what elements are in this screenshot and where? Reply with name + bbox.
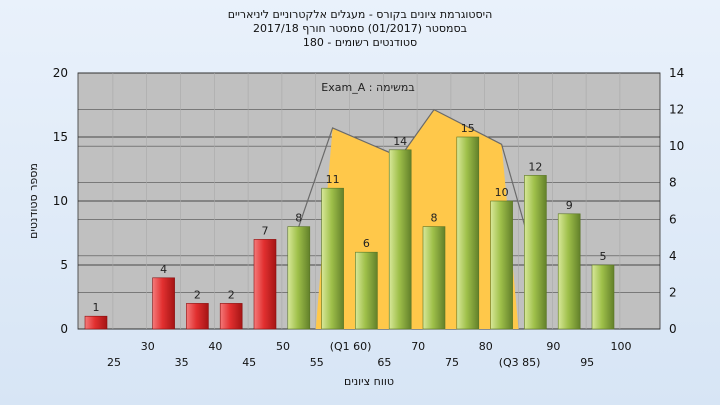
bar-value-label: 12	[528, 160, 542, 173]
bar-9	[388, 149, 412, 330]
bar-4	[219, 303, 243, 330]
bar-value-label: 7	[262, 224, 269, 237]
x-axis-title: טווח ציונים	[344, 375, 394, 388]
bar-8	[355, 251, 378, 330]
x-tick-label: 65	[377, 356, 391, 369]
x-tick-label: (Q3 85)	[499, 356, 541, 369]
bar-10	[422, 226, 446, 330]
bar-value-label: 4	[160, 263, 167, 276]
bar-value-label: 2	[228, 288, 235, 301]
x-tick-label: 30	[141, 340, 155, 353]
x-tick-label: 35	[175, 356, 189, 369]
right-y-axis: 0 2 4 6 8 10 12 14	[669, 66, 684, 336]
x-tick-label: 50	[276, 340, 290, 353]
bar-value-label: 9	[566, 199, 573, 212]
right-y-tick-label: 2	[669, 285, 677, 299]
x-axis: 25 30 35 40 45 50 55 (Q1 60) 65 70 75 80 (Q3 85) 90 95…	[107, 340, 632, 369]
right-y-tick-label: 14	[669, 66, 684, 80]
title-line-2: בסמסטר (01/2017) סמסטר חורף 2017/18	[253, 22, 467, 35]
x-tick-label: 55	[310, 356, 324, 369]
right-y-tick-label: 8	[669, 176, 677, 190]
x-tick-label: (Q1 60)	[330, 340, 372, 353]
exam-annotation: במשימה : Exam_A	[321, 81, 414, 94]
bar-3	[186, 303, 209, 330]
title-line-3: סטודנטים רשומים - 180	[302, 36, 418, 49]
right-y-tick-label: 4	[669, 249, 677, 263]
bar-value-label: 6	[363, 237, 370, 250]
bar-2	[152, 277, 175, 330]
left-y-tick-label: 15	[53, 130, 68, 144]
bar-14	[557, 213, 581, 330]
bar-5	[253, 239, 277, 330]
left-y-tick-label: 0	[60, 322, 68, 336]
x-tick-label: 40	[208, 340, 222, 353]
bar-value-label: 14	[393, 135, 407, 148]
left-y-axis: 0 5 10 15 20	[53, 66, 68, 336]
bars-group	[84, 136, 615, 330]
x-tick-label: 95	[580, 356, 594, 369]
x-tick-label: 70	[411, 340, 425, 353]
x-tick-label: 75	[445, 356, 459, 369]
right-y-tick-label: 6	[669, 212, 677, 226]
right-y-tick-label: 0	[669, 322, 677, 336]
bar-value-label: 8	[431, 212, 438, 225]
y-axis-title: מספר סטודנטים	[27, 163, 40, 239]
bar-6	[287, 226, 311, 330]
title-line-1: היסטוגרמת ציונים בקורס - מעגלים אלקטרוני…	[227, 8, 493, 21]
bar-7	[321, 187, 344, 330]
x-tick-label: 90	[546, 340, 560, 353]
bar-value-label: 8	[295, 212, 302, 225]
left-y-tick-label: 20	[53, 66, 68, 80]
distribution-area	[315, 109, 519, 329]
bar-value-label: 5	[600, 250, 607, 263]
left-y-tick-label: 10	[53, 194, 68, 208]
bar-value-label: 2	[194, 288, 201, 301]
x-tick-label: 100	[611, 340, 632, 353]
bar-12	[490, 200, 513, 330]
right-y-tick-label: 10	[669, 139, 684, 153]
bar-11	[456, 136, 480, 330]
x-tick-label: 45	[242, 356, 256, 369]
bar-value-label: 10	[495, 186, 509, 199]
x-tick-label: 80	[479, 340, 493, 353]
bar-0	[84, 315, 108, 330]
chart-title: היסטוגרמת ציונים בקורס - מעגלים אלקטרוני…	[0, 8, 720, 50]
bar-15	[591, 264, 615, 330]
left-y-tick-label: 5	[60, 258, 68, 272]
bar-value-label: 15	[461, 122, 475, 135]
bar-value-label: 1	[93, 301, 100, 314]
right-y-tick-label: 12	[669, 103, 684, 117]
x-tick-label: 25	[107, 356, 121, 369]
bar-13	[524, 175, 547, 330]
bar-value-label: 11	[326, 173, 340, 186]
distribution-line	[298, 108, 536, 264]
